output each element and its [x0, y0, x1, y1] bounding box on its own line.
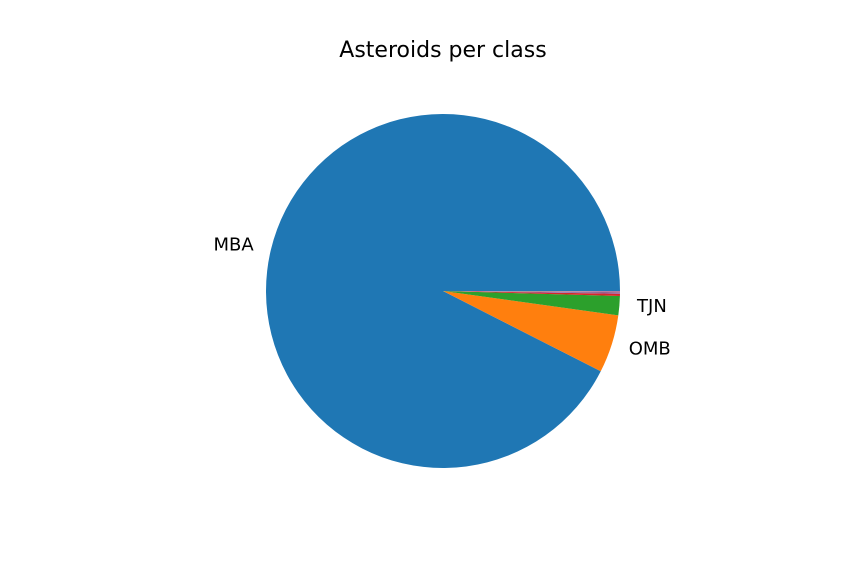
pie-slice-5	[443, 291, 620, 293]
pie-slice-tjn	[443, 291, 620, 316]
chart-title: Asteroids per class	[339, 38, 546, 63]
pie-slice-4	[443, 291, 620, 294]
pie-labels: MBA OMB TJN	[213, 235, 670, 360]
slice-label-tjn: TJN	[636, 296, 667, 317]
pie-slice-6	[443, 291, 620, 293]
pie-slices	[266, 114, 620, 469]
slice-label-mba: MBA	[213, 235, 254, 256]
pie-slice-7	[443, 291, 620, 292]
pie-slice-3	[443, 291, 620, 296]
pie-slice-mba	[266, 114, 620, 469]
slice-label-omb: OMB	[629, 338, 671, 359]
pie-slice-omb	[443, 291, 619, 372]
